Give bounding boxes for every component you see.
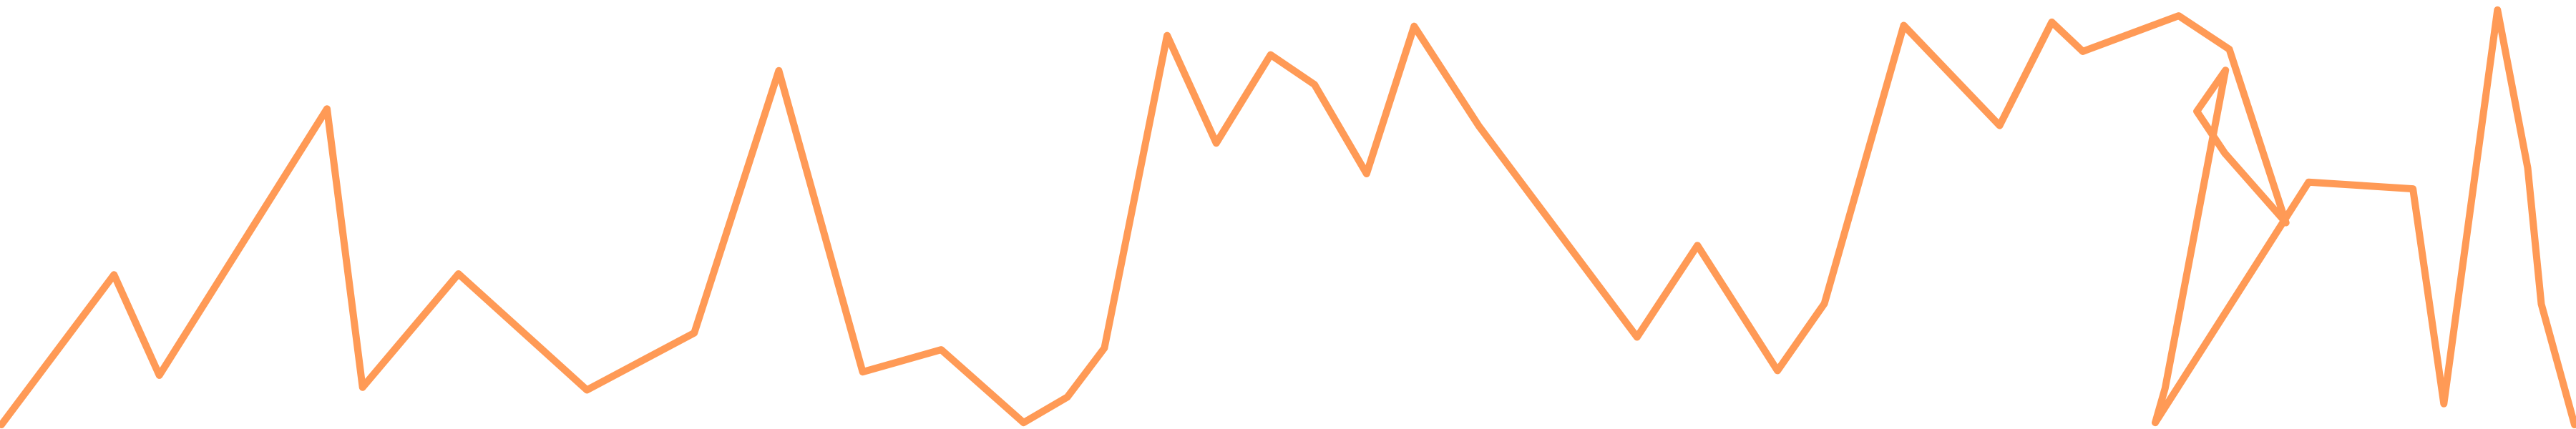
series-layer bbox=[0, 6, 2576, 428]
series-line-1 bbox=[0, 6, 2576, 428]
